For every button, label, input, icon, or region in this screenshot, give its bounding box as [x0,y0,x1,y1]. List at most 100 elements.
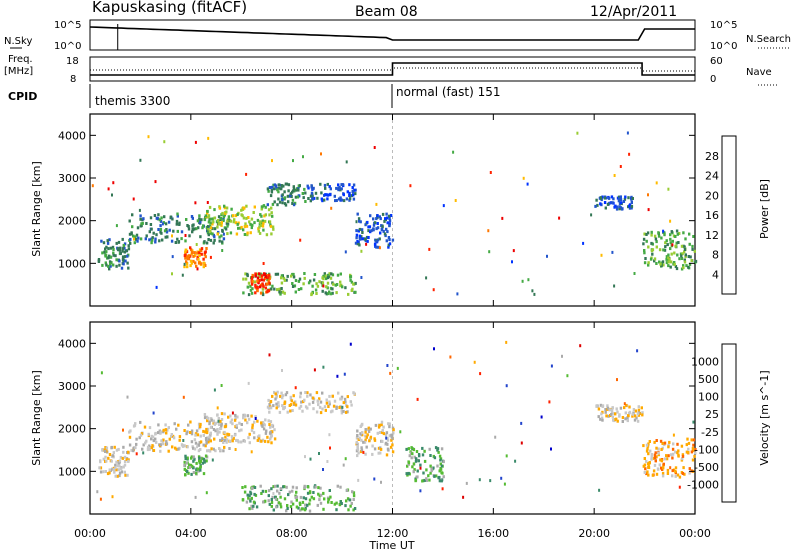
power-cell [326,273,330,277]
velocity-cell [268,423,271,426]
power-cell [340,187,343,191]
power-cell [108,254,111,258]
velocity-cell [369,435,373,439]
velocity-cell [621,420,624,423]
velocity-cell [291,409,294,412]
velocity-cell [681,472,685,475]
velocity-cell [292,394,295,398]
power-y-tick-label: 4000 [58,129,86,142]
velocity-cell [252,485,255,489]
power-cell [212,241,215,245]
velocity-cell [204,430,207,434]
power-cell [148,238,151,242]
velocity-cell [319,400,323,404]
velocity-cell [128,443,132,447]
power-cell [324,193,327,197]
velocity-cell [122,450,125,454]
velocity-cell [371,444,374,448]
power-sparse-cell [194,201,197,205]
power-cell [628,206,632,210]
velocity-cell [199,465,202,469]
velocity-cell [304,391,307,394]
power-cell [221,211,224,215]
power-cell [276,288,279,292]
velocity-cell [331,394,334,398]
power-cell [296,188,299,192]
velocity-cell [412,447,415,451]
velocity-cell [436,447,440,451]
velocity-cell [203,413,207,416]
velocity-cell [414,479,417,483]
velocity-cell [275,505,278,509]
velocity-cell [316,399,320,403]
velocity-cell [252,500,256,504]
power-cell [112,263,115,267]
power-sparse-cell [611,250,614,254]
velocity-cell [208,437,211,441]
velocity-cell [252,431,256,435]
velocity-cell [213,437,216,441]
power-cell [254,283,257,287]
velocity-cell [324,408,327,412]
power-y-tick-label: 3000 [58,172,86,185]
power-cell [257,281,260,285]
velocity-cell [682,466,685,470]
power-cell [282,184,285,188]
power-colorbar-tick-label: 12 [705,229,719,242]
power-cell [106,241,110,245]
power-cell [630,206,633,210]
power-cell [155,233,158,237]
velocity-cell [202,457,206,461]
power-sparse-cell [355,220,358,224]
velocity-cell [304,405,308,409]
velocity-sparse-cell [142,451,145,455]
velocity-cell [308,502,311,506]
velocity-sparse-cell [373,477,376,481]
power-cell [150,241,153,245]
power-sparse-cell [271,159,273,163]
velocity-cell [677,454,680,458]
power-cell [303,272,306,275]
velocity-cell [600,412,603,416]
velocity-cell [272,508,275,512]
velocity-colorbar-frame [721,343,737,503]
velocity-cell [310,495,313,499]
power-cell [331,273,335,277]
power-cell [151,236,154,240]
velocity-cell [224,423,228,427]
velocity-cell [220,418,224,421]
velocity-cell [148,447,151,451]
velocity-cell [210,417,213,421]
power-cell [229,231,233,235]
velocity-cell [112,451,115,455]
velocity-cell [269,435,273,439]
power-cell [329,187,332,191]
power-cell [221,228,224,232]
power-cell [204,214,207,218]
velocity-cell [291,502,295,506]
power-cell [216,225,219,229]
power-cell [190,248,193,252]
velocity-cell [653,463,657,467]
velocity-cell [412,470,415,474]
freq-tick-low: 8 [70,74,76,85]
velocity-cell [267,398,270,402]
velocity-sparse-cell [336,374,339,378]
power-cell [323,198,326,202]
power-cell [220,234,223,238]
velocity-cell [692,438,696,442]
power-cell [200,252,203,256]
power-cell [191,251,194,255]
power-cell [354,192,357,196]
power-cell [139,237,143,241]
power-cell [674,265,678,268]
power-sparse-cell [171,234,173,238]
velocity-cell [311,400,315,404]
velocity-cell [440,471,443,475]
velocity-sparse-cell [478,478,481,482]
power-sparse-cell [456,292,459,296]
power-cell [271,214,274,218]
velocity-cell [384,441,388,445]
power-cell [366,220,369,224]
